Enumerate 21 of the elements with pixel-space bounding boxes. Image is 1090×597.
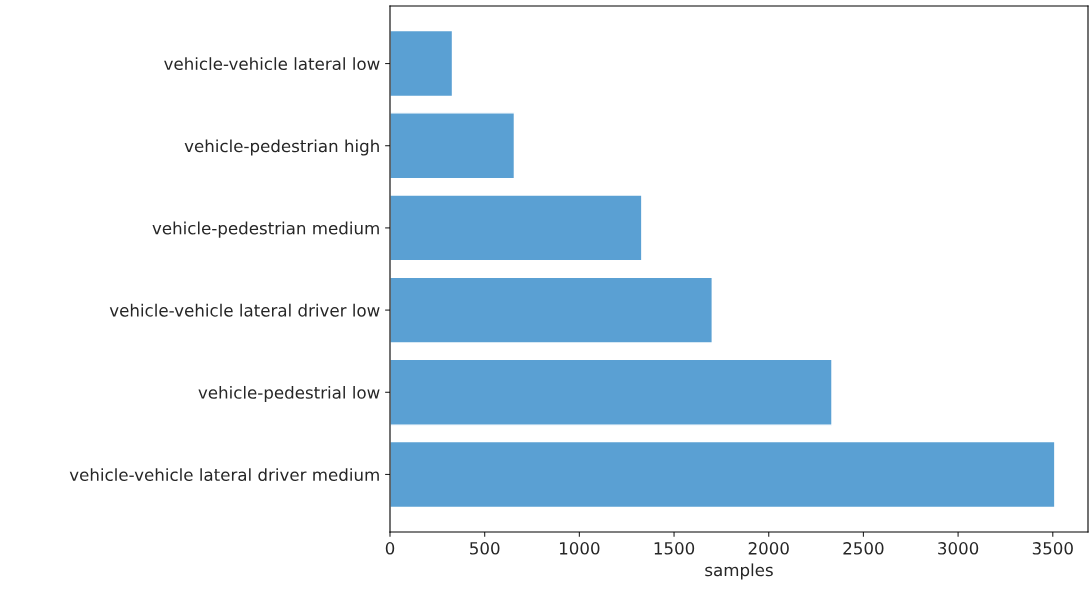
x-tick-label: 3500 (1032, 542, 1073, 555)
y-tick-label: vehicle-pedestrial low (198, 385, 380, 403)
bar (390, 194, 643, 262)
x-tick-label: 2000 (748, 542, 789, 555)
x-tick-label: 3000 (938, 542, 979, 555)
y-tick-label: vehicle-pedestrian high (184, 139, 379, 156)
x-axis-title: samples (705, 563, 773, 580)
y-tick-label: vehicle-vehicle lateral low (164, 57, 380, 71)
y-tick-label: vehicle-pedestrian medium (152, 221, 379, 238)
bar (390, 112, 516, 180)
bar (390, 29, 454, 98)
x-tick-label: 2500 (843, 542, 884, 555)
bar (390, 358, 833, 426)
y-tick-label: vehicle-vehicle lateral driver medium (69, 468, 379, 482)
y-tick-label: vehicle-vehicle lateral driver low (109, 303, 380, 317)
bar (390, 276, 713, 344)
x-tick-label: 0 (385, 542, 395, 555)
bar (390, 440, 1056, 509)
x-tick-label: 500 (470, 542, 500, 555)
x-tick-label: 1000 (559, 542, 600, 555)
x-tick-label: 1500 (654, 542, 695, 555)
